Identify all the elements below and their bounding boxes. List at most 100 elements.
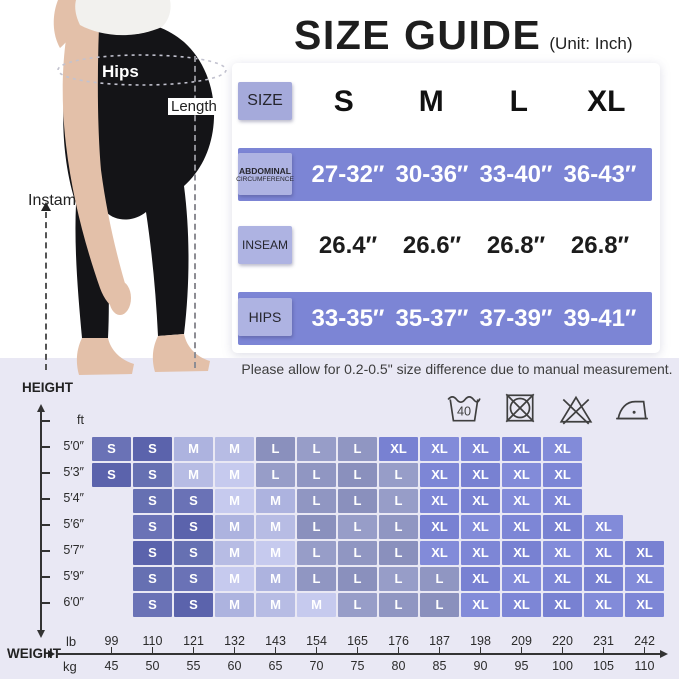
do-not-tumble-dry-icon [505,393,535,423]
measurement-note: Please allow for 0.2-0.5" size differenc… [241,361,673,377]
size-cell: S [174,489,213,513]
size-cell: XL [461,437,500,461]
weight-axis-arrow-icon [48,650,55,658]
kg-unit-label: kg [63,659,77,674]
size-cell: XL [420,437,459,461]
height-tick [41,498,50,500]
height-tick [41,550,50,552]
size-cell: L [256,437,295,461]
abdominal-l: 33-40″ [479,160,553,188]
size-cell: M [256,593,295,617]
weight-lb-label: 187 [429,634,450,648]
size-cell: L [379,489,418,513]
height-axis-title: HEIGHT [22,380,74,395]
weight-tick [151,647,153,653]
size-cell: XL [543,489,582,513]
model-photo: Hips Length Instam [0,0,280,392]
care-icons: 40 [446,390,650,426]
inseam-annotation: Instam [28,192,77,209]
inseam-xl: 26.8″ [570,231,630,259]
size-cell: L [338,515,377,539]
size-cell: S [133,541,172,565]
height-tick [41,602,50,604]
size-cell: XL [543,437,582,461]
size-cell: M [215,515,254,539]
do-not-bleach-icon [559,395,593,425]
wash-40-icon: 40 [447,396,481,422]
size-cell: L [379,593,418,617]
weight-tick [356,647,358,653]
size-cell: XL [625,593,664,617]
height-tick-label: 5′3″ [63,465,84,479]
size-cell: XL [502,463,541,487]
height-tick [41,420,50,422]
size-cell: XL [584,515,623,539]
bottom-section: Please allow for 0.2-0.5" size differenc… [0,358,679,679]
abdominal-s: 27-32″ [311,160,385,188]
size-cell: M [215,593,254,617]
size-cell: L [379,541,418,565]
table-row-inseam: 26.4″ 26.6″ 26.8″ 26.8″ [238,220,652,271]
size-cell: S [174,567,213,591]
row-label-hips: HIPS [238,298,292,336]
hips-s: 33-35″ [311,304,385,332]
col-header-m: M [418,85,444,118]
size-cell: XL [461,541,500,565]
size-cell: L [297,567,336,591]
size-cell: XL [502,515,541,539]
abdominal-m: 30-36″ [395,160,469,188]
height-tick [41,446,50,448]
size-cell: M [256,489,295,513]
size-cell: XL [379,437,418,461]
height-tick-label: 5′0″ [63,439,84,453]
weight-lb-label: 198 [470,634,491,648]
inseam-m: 26.6″ [402,231,462,259]
weight-kg-label: 50 [145,659,160,673]
size-cell: S [174,515,213,539]
weight-kg-label: 45 [104,659,119,673]
hips-dotted-ellipse [57,54,227,86]
size-cell: XL [502,593,541,617]
size-cell: M [215,567,254,591]
weight-kg-label: 55 [186,659,201,673]
size-cell: L [338,489,377,513]
weight-lb-label: 132 [224,634,245,648]
size-cell: S [174,593,213,617]
height-axis-line [40,412,42,630]
size-cell: M [174,463,213,487]
height-tick-label: 5′6″ [63,517,84,531]
height-tick-label: 5′7″ [63,543,84,557]
height-tick-label: 6′0″ [63,595,84,609]
col-header-s: S [333,85,354,118]
size-cell: L [379,567,418,591]
size-cell: L [338,593,377,617]
weight-tick [561,647,563,653]
size-cell: S [92,463,131,487]
weight-kg-label: 100 [552,659,573,673]
size-cell: S [133,463,172,487]
size-cell: S [133,593,172,617]
wash-temp-label: 40 [457,404,471,418]
row-label-abdominal: ABDOMINAL CIRCUMFERENCE [236,153,294,195]
height-tick-label: 5′4″ [63,491,84,505]
inseam-s: 26.4″ [318,231,378,259]
size-cell: L [420,593,459,617]
size-cell: M [256,567,295,591]
size-cell: S [92,437,131,461]
size-cell: M [215,489,254,513]
weight-kg-label: 70 [309,659,324,673]
weight-kg-label: 95 [514,659,529,673]
size-cell: M [215,541,254,565]
size-cell: XL [420,541,459,565]
inseam-l: 26.8″ [486,231,546,259]
size-cell: S [133,515,172,539]
weight-tick [602,647,604,653]
weight-lb-label: 121 [183,634,204,648]
size-cell: M [256,515,295,539]
hips-l: 37-39″ [479,304,553,332]
size-cell: L [420,567,459,591]
weight-tick [438,647,440,653]
size-cell: M [215,437,254,461]
weight-tick [479,647,481,653]
size-cell: XL [543,567,582,591]
